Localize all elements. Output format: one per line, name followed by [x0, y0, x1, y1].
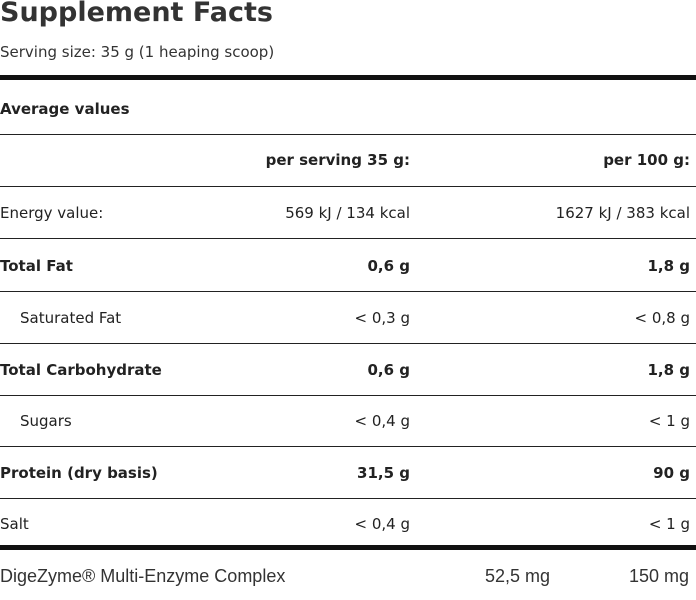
- enzyme-per-100g: 150 mg: [628, 566, 689, 586]
- nutrient-label: Saturated Fat: [20, 309, 122, 327]
- per-100g-value: 1,8 g: [647, 257, 690, 275]
- per-100g-value: 1627 kJ / 383 kcal: [555, 204, 690, 222]
- table-row: Protein (dry basis) 31,5 g 90 g: [0, 448, 696, 498]
- per-serving-value: < 0,4 g: [354, 515, 410, 533]
- column-header-per-serving: per serving 35 g:: [265, 151, 410, 169]
- enzyme-label: DigeZyme® Multi-Enzyme Complex: [0, 566, 286, 586]
- nutrient-label: Salt: [0, 515, 29, 533]
- enzyme-complex-row: DigeZyme® Multi-Enzyme Complex 52,5 mg 1…: [0, 561, 696, 591]
- per-serving-value: 569 kJ / 134 kcal: [285, 204, 410, 222]
- table-row: Sugars < 0,4 g < 1 g: [0, 396, 696, 446]
- row-divider: [0, 498, 696, 499]
- row-divider: [0, 395, 696, 396]
- table-row: Energy value: 569 kJ / 134 kcal 1627 kJ …: [0, 188, 696, 238]
- per-serving-value: < 0,4 g: [354, 412, 410, 430]
- per-serving-value: 0,6 g: [367, 361, 410, 379]
- page-title: Supplement Facts: [0, 0, 273, 28]
- per-100g-value: 1,8 g: [647, 361, 690, 379]
- column-header-row: per serving 35 g: per 100 g:: [0, 135, 696, 185]
- per-100g-value: 90 g: [653, 464, 690, 482]
- serving-size: Serving size: 35 g (1 heaping scoop): [0, 43, 275, 61]
- table-row: Total Carbohydrate 0,6 g 1,8 g: [0, 345, 696, 395]
- row-divider: [0, 446, 696, 447]
- row-divider: [0, 238, 696, 239]
- per-100g-value: < 1 g: [648, 412, 690, 430]
- enzyme-per-serving: 52,5 mg: [484, 566, 550, 586]
- per-100g-value: < 0,8 g: [634, 309, 690, 327]
- per-serving-value: 0,6 g: [367, 257, 410, 275]
- nutrient-label: Total Fat: [0, 257, 73, 275]
- table-row: Saturated Fat < 0,3 g < 0,8 g: [0, 293, 696, 343]
- per-serving-value: 31,5 g: [357, 464, 410, 482]
- section-title: Average values: [0, 100, 130, 118]
- row-divider: [0, 343, 696, 344]
- table-row: Salt < 0,4 g < 1 g: [0, 499, 696, 549]
- per-100g-value: < 1 g: [648, 515, 690, 533]
- row-divider: [0, 134, 696, 135]
- thick-divider-bottom: [0, 545, 696, 550]
- nutrient-label: Protein (dry basis): [0, 464, 158, 482]
- nutrient-label: Total Carbohydrate: [0, 361, 162, 379]
- section-header-row: Average values: [0, 84, 696, 134]
- table-row: Total Fat 0,6 g 1,8 g: [0, 241, 696, 291]
- row-divider: [0, 186, 696, 187]
- column-header-per-100g: per 100 g:: [603, 151, 690, 169]
- thick-divider-top: [0, 75, 696, 80]
- per-serving-value: < 0,3 g: [354, 309, 410, 327]
- nutrient-label: Sugars: [20, 412, 72, 430]
- row-divider: [0, 291, 696, 292]
- nutrient-label: Energy value:: [0, 204, 104, 222]
